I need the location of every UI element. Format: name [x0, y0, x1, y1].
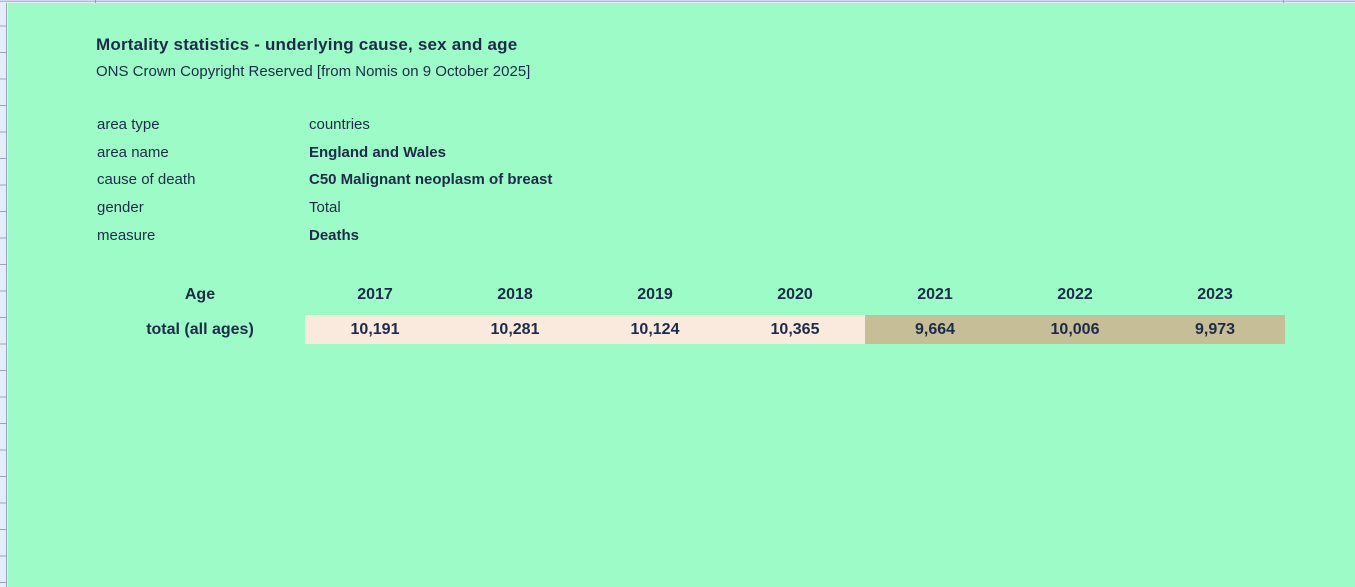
value-2020: 10,365 — [725, 315, 865, 344]
row-label: total (all ages) — [146, 320, 254, 338]
meta-label: area name — [97, 143, 169, 161]
row-header-gutter — [0, 3, 7, 587]
value-2018: 10,281 — [445, 315, 585, 344]
worksheet-area[interactable]: Mortality statistics - underlying cause,… — [8, 3, 1355, 587]
year-header-2021: 2021 — [917, 286, 953, 303]
meta-row-area-type: area type countries — [97, 111, 552, 139]
column-boundary-tick — [95, 0, 96, 3]
table-header-row: Age 2017 2018 2019 2020 2021 2022 2023 — [95, 282, 1285, 308]
meta-label: gender — [97, 199, 144, 217]
year-header-2017: 2017 — [357, 286, 393, 303]
value-2017: 10,191 — [305, 315, 445, 344]
year-header-2022: 2022 — [1057, 286, 1093, 303]
meta-label: cause of death — [97, 171, 196, 189]
year-header-2023: 2023 — [1197, 286, 1233, 303]
value-2019: 10,124 — [585, 315, 725, 344]
year-header-2018: 2018 — [497, 286, 533, 303]
dataset-metadata: area type countries area name England an… — [97, 111, 552, 249]
value-2022: 10,006 — [1005, 315, 1145, 344]
copyright-subtitle: ONS Crown Copyright Reserved [from Nomis… — [96, 63, 531, 80]
mortality-table: Age 2017 2018 2019 2020 2021 2022 2023 t… — [95, 282, 1285, 344]
meta-value: England and Wales — [309, 143, 446, 161]
meta-row-gender: gender Total — [97, 194, 552, 222]
age-column-header: Age — [184, 286, 216, 303]
meta-row-cause-of-death: cause of death C50 Malignant neoplasm of… — [97, 166, 552, 194]
page-title: Mortality statistics - underlying cause,… — [96, 35, 518, 54]
meta-label: area type — [97, 116, 160, 134]
meta-row-area-name: area name England and Wales — [97, 139, 552, 167]
meta-value: Deaths — [309, 226, 360, 244]
value-2021: 9,664 — [865, 315, 1005, 344]
meta-label: measure — [97, 226, 156, 244]
meta-row-measure: measure Deaths — [97, 221, 552, 249]
value-2023: 9,973 — [1145, 315, 1285, 344]
meta-value: Total — [309, 199, 341, 217]
column-header-strip — [0, 0, 1355, 3]
meta-value: countries — [309, 116, 370, 134]
table-row-total-all-ages: total (all ages) 10,191 10,281 10,124 10… — [95, 315, 1285, 344]
year-header-2019: 2019 — [637, 286, 673, 303]
column-boundary-tick — [1283, 0, 1284, 3]
meta-value: C50 Malignant neoplasm of breast — [309, 171, 553, 189]
year-header-2020: 2020 — [777, 286, 813, 303]
